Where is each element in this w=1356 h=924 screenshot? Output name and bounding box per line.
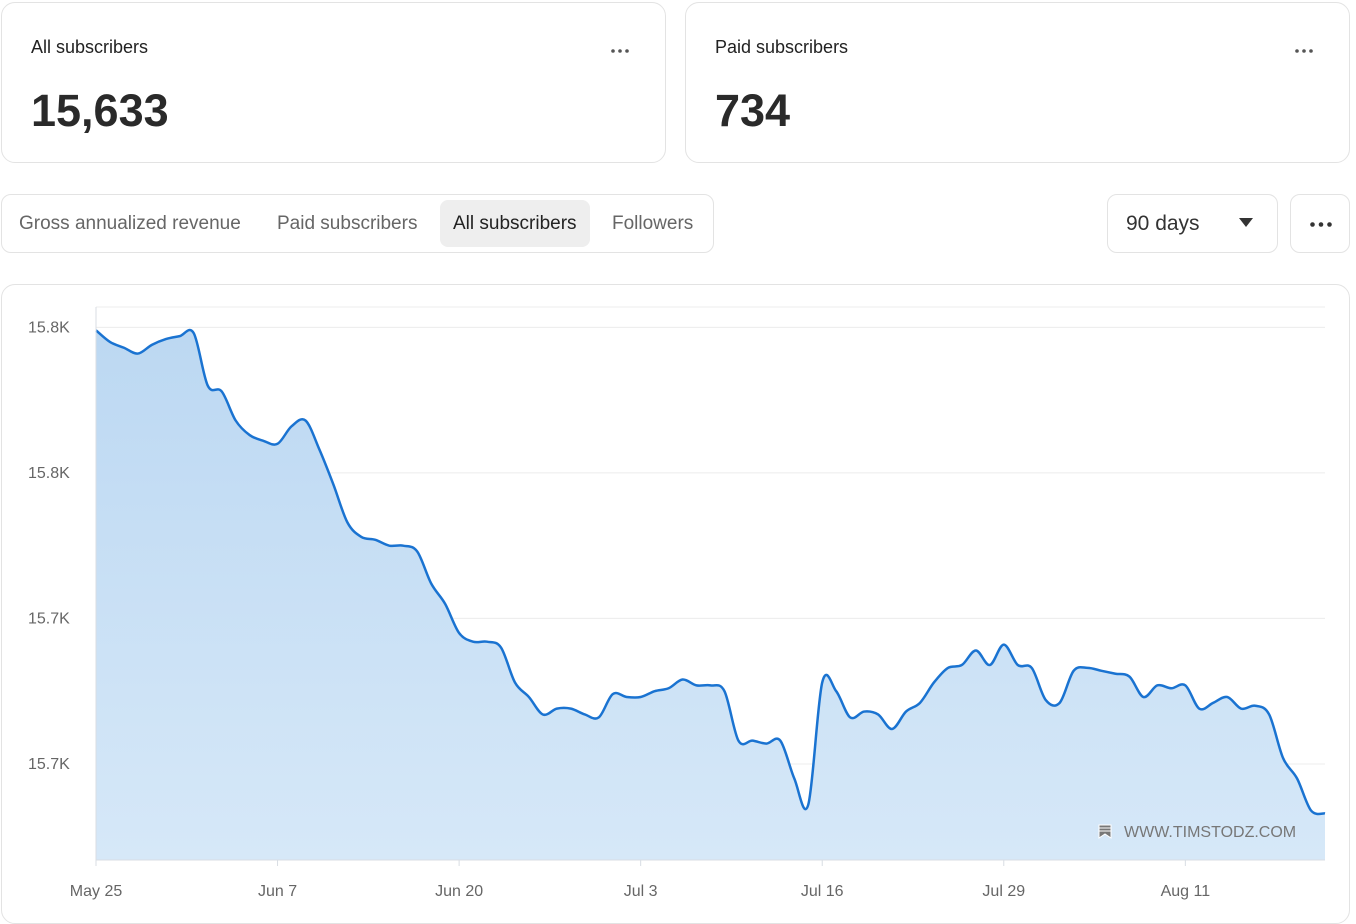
- card-title: Paid subscribers: [715, 37, 849, 57]
- more-button[interactable]: [611, 49, 629, 53]
- range-label: 90 days: [1126, 212, 1200, 235]
- range-dropdown[interactable]: 90 days: [1107, 194, 1278, 253]
- tab[interactable]: Followers: [612, 213, 694, 234]
- tab[interactable]: All subscribers: [440, 200, 590, 247]
- card-title: All subscribers: [31, 37, 149, 57]
- tab[interactable]: Gross annualized revenue: [19, 213, 241, 234]
- tab[interactable]: Paid subscribers: [277, 213, 418, 234]
- tab-bar: Gross annualized revenue Paid subscriber…: [1, 194, 714, 253]
- dots-icon: [1310, 222, 1332, 227]
- stat-card: All subscribers 15,633: [1, 2, 666, 163]
- chart-panel: [1, 284, 1350, 924]
- more-button[interactable]: [1290, 194, 1350, 253]
- card-value: 734: [715, 85, 791, 136]
- more-button[interactable]: [1295, 49, 1313, 53]
- card-value: 15,633: [31, 85, 169, 136]
- dropdown-arrow: [1239, 218, 1253, 227]
- stat-card: Paid subscribers 734: [685, 2, 1350, 163]
